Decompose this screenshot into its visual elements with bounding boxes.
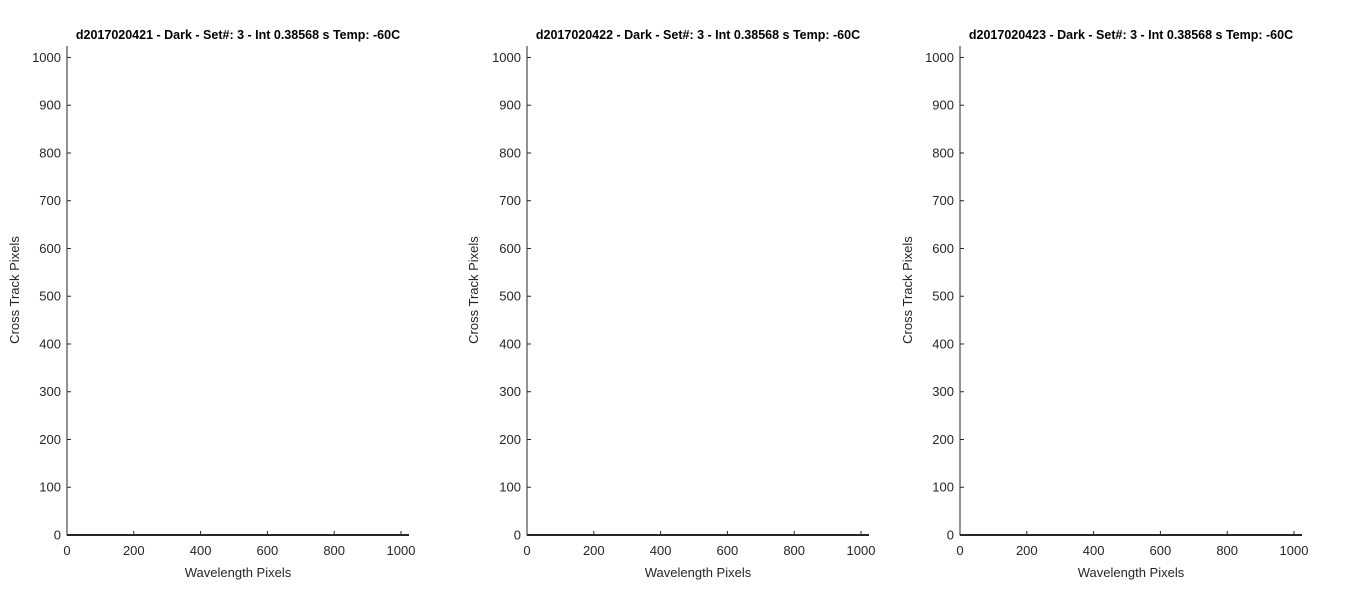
figure: d2017020421 - Dark - Set#: 3 - Int 0.385…: [7, 28, 1309, 580]
